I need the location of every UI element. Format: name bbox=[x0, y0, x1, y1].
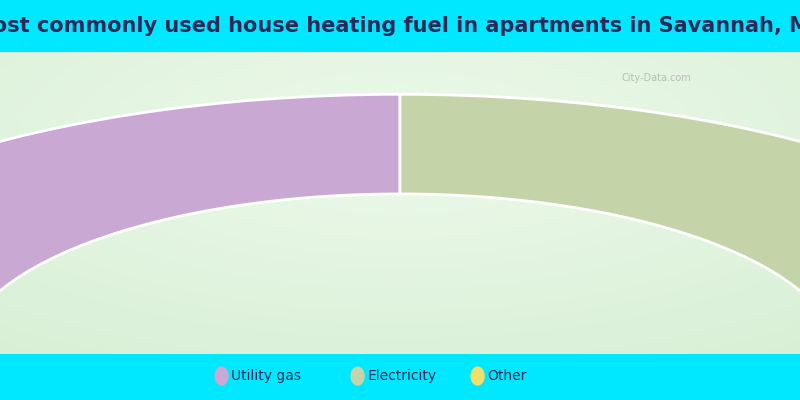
Ellipse shape bbox=[470, 366, 485, 386]
Text: Electricity: Electricity bbox=[367, 369, 436, 383]
Text: Utility gas: Utility gas bbox=[231, 369, 301, 383]
Text: City-Data.com: City-Data.com bbox=[621, 73, 691, 83]
Text: Most commonly used house heating fuel in apartments in Savannah, MO: Most commonly used house heating fuel in… bbox=[0, 16, 800, 36]
Wedge shape bbox=[0, 94, 400, 360]
Ellipse shape bbox=[214, 366, 229, 386]
Wedge shape bbox=[400, 94, 800, 358]
Text: Other: Other bbox=[487, 369, 526, 383]
Ellipse shape bbox=[350, 366, 365, 386]
